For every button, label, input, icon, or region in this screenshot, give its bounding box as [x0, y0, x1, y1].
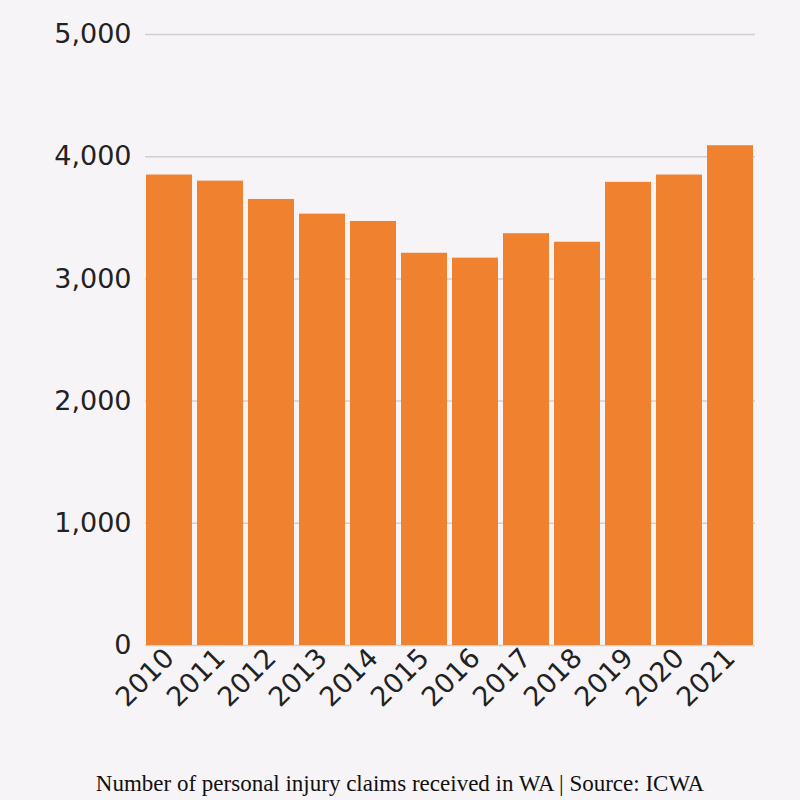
- svg-text:2019: 2019: [568, 642, 639, 713]
- svg-text:2016: 2016: [415, 642, 486, 713]
- svg-text:2012: 2012: [211, 642, 282, 713]
- svg-text:2011: 2011: [160, 642, 231, 713]
- svg-text:2021: 2021: [670, 642, 741, 713]
- svg-text:4,000: 4,000: [54, 140, 131, 171]
- svg-text:2017: 2017: [466, 642, 537, 713]
- svg-text:5,000: 5,000: [54, 18, 131, 49]
- svg-text:2015: 2015: [364, 642, 435, 713]
- svg-text:0: 0: [114, 629, 131, 660]
- svg-text:3,000: 3,000: [54, 263, 131, 294]
- svg-text:2,000: 2,000: [54, 385, 131, 416]
- svg-text:2014: 2014: [313, 642, 384, 713]
- svg-text:2013: 2013: [262, 642, 333, 713]
- svg-text:2020: 2020: [619, 642, 690, 713]
- svg-text:2018: 2018: [517, 642, 588, 713]
- svg-text:2010: 2010: [109, 642, 180, 713]
- svg-text:1,000: 1,000: [54, 507, 131, 538]
- html-text:Number of personal injury clai: Number of personal injury claims receive…: [95, 771, 705, 796]
